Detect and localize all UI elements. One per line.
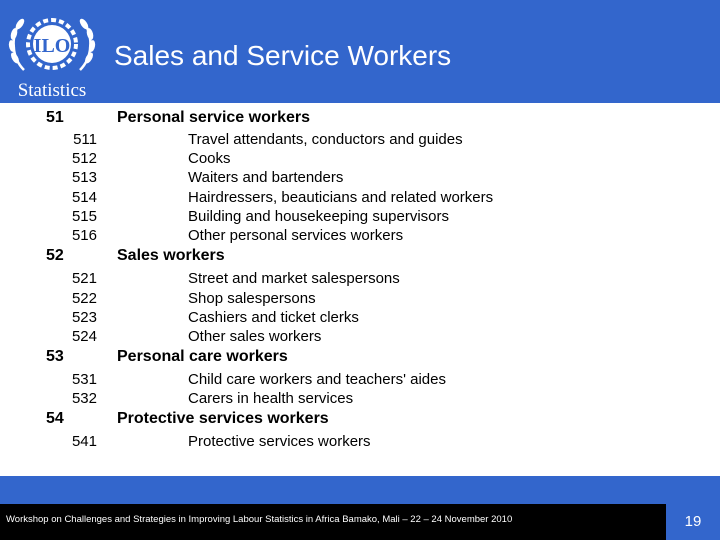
major-group-code: 52 <box>46 247 64 264</box>
svg-text:ILO: ILO <box>34 35 71 57</box>
sub-group-code: 521 <box>71 270 97 287</box>
sub-group-code: 524 <box>71 328 97 345</box>
sub-group-label: Child care workers and teachers' aides <box>188 371 446 388</box>
sub-group-code: 531 <box>71 371 97 388</box>
sub-group-code: 514 <box>71 189 97 206</box>
sub-group-label: Carers in health services <box>188 390 354 407</box>
major-group-label: Sales workers <box>117 247 225 264</box>
slide-number: 19 <box>684 513 702 530</box>
classification-list: 51 Personal service workers 511 Travel a… <box>46 109 494 450</box>
sub-group-label: Other personal services workers <box>188 227 404 244</box>
major-group-code: 51 <box>46 109 64 126</box>
slide-header: ILO Statistics Sales and Service Workers <box>0 0 720 103</box>
sub-group-label: Street and market salespersons <box>188 270 400 287</box>
sub-group-code: 541 <box>71 433 97 450</box>
sub-group-code: 516 <box>71 227 97 244</box>
major-group-label: Personal service workers <box>117 109 311 126</box>
sub-group-label: Other sales workers <box>188 328 322 345</box>
sub-group-label: Protective services workers <box>188 433 371 450</box>
sub-group-label: Travel attendants, conductors and guides <box>188 131 463 148</box>
sub-group-label: Hairdressers, beauticians and related wo… <box>188 189 494 206</box>
sub-group-label: Shop salespersons <box>188 290 316 307</box>
sub-group-code: 513 <box>71 169 97 186</box>
sub-group-label: Waiters and bartenders <box>188 169 344 186</box>
sub-group-code: 522 <box>71 290 97 307</box>
sub-group-label: Cashiers and ticket clerks <box>188 309 359 326</box>
sub-group-code: 512 <box>71 150 97 167</box>
major-group-code: 54 <box>46 410 64 427</box>
sub-group-code: 511 <box>73 131 97 148</box>
sub-group-code: 532 <box>71 390 97 407</box>
sub-group-code: 515 <box>71 208 97 225</box>
svg-text:Statistics: Statistics <box>18 80 87 100</box>
major-group-code: 53 <box>46 348 64 365</box>
ilo-logo-icon: ILO Statistics <box>8 18 96 100</box>
sub-group-label: Cooks <box>188 150 231 167</box>
major-group-label: Personal care workers <box>117 348 288 365</box>
major-group-label: Protective services workers <box>117 410 329 427</box>
sub-group-label: Building and housekeeping supervisors <box>188 208 450 225</box>
footer-text: Workshop on Challenges and Strategies in… <box>6 514 513 525</box>
sub-group-code: 523 <box>71 309 97 326</box>
footer-bar: Workshop on Challenges and Strategies in… <box>0 504 666 540</box>
slide-title: Sales and Service Workers <box>114 40 452 71</box>
